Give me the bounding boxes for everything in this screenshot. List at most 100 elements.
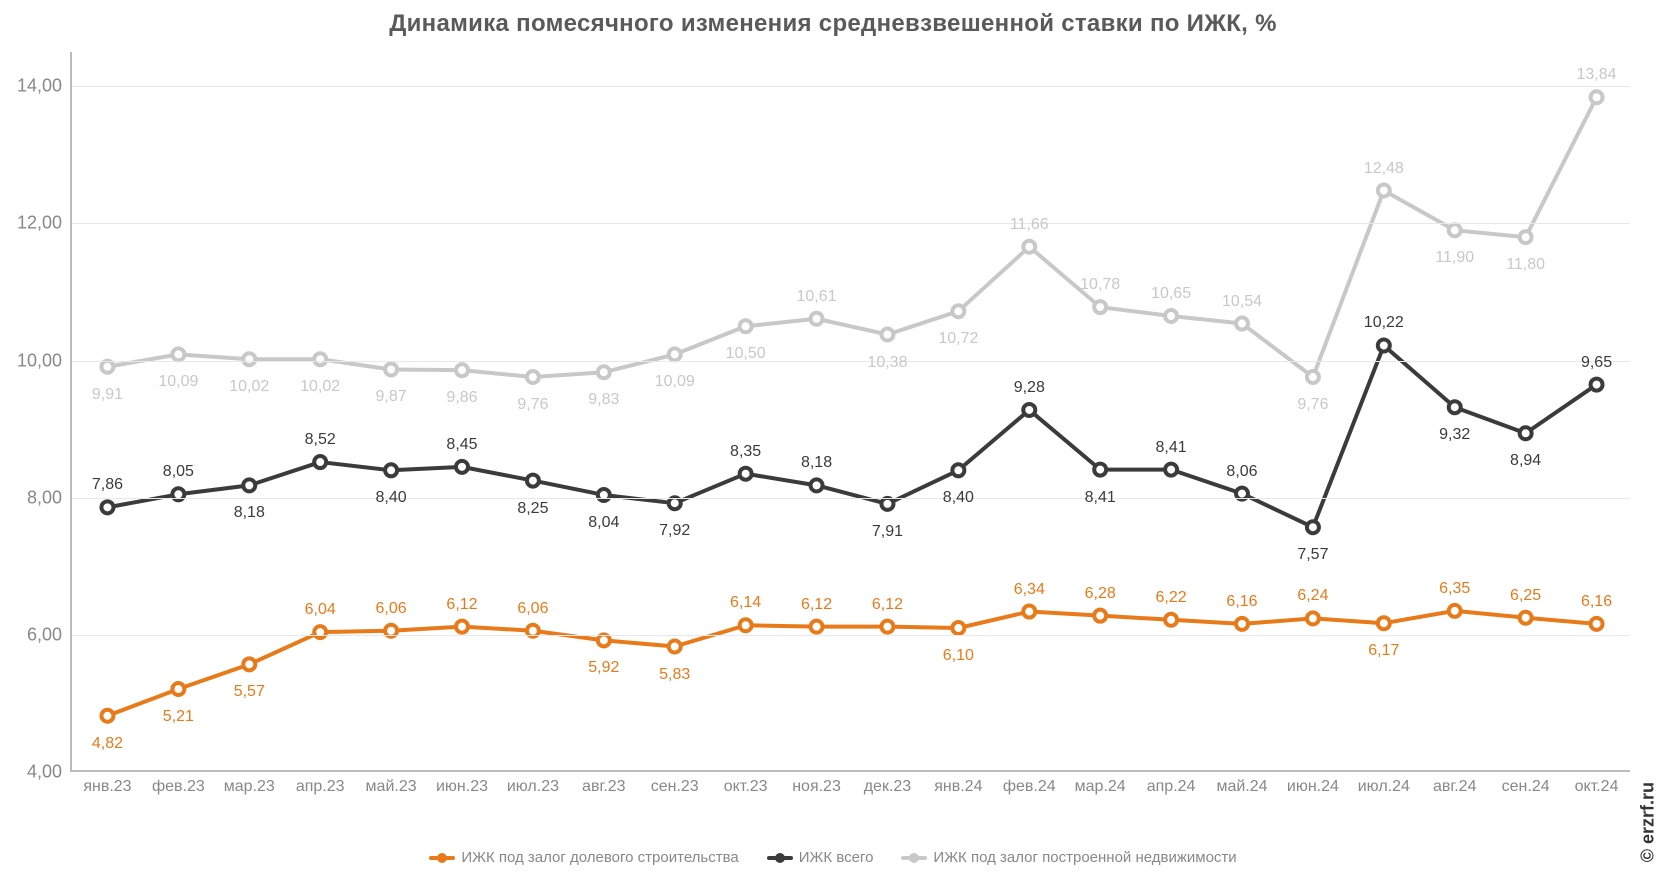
x-tick-label: фев.24: [1003, 778, 1056, 796]
x-tick-label: авг.24: [1433, 778, 1477, 796]
marker: [243, 658, 255, 670]
data-label: 7,91: [872, 523, 903, 541]
marker: [456, 621, 468, 633]
marker: [1307, 612, 1319, 624]
x-tick-label: июн.23: [436, 778, 488, 796]
data-label: 9,83: [588, 391, 619, 409]
marker: [1378, 339, 1390, 351]
data-label: 8,41: [1156, 439, 1187, 457]
marker: [172, 348, 184, 360]
marker: [740, 320, 752, 332]
gridline: [72, 635, 1630, 636]
legend-item: ИЖК под залог построенной недвижимости: [901, 849, 1236, 866]
marker: [669, 641, 681, 653]
legend-swatch: [767, 856, 793, 860]
marker: [314, 626, 326, 638]
marker: [243, 479, 255, 491]
marker: [1165, 614, 1177, 626]
marker: [1236, 318, 1248, 330]
x-tick-label: фев.23: [152, 778, 205, 796]
marker: [952, 464, 964, 476]
data-label: 9,76: [1297, 396, 1328, 414]
x-tick-label: авг.23: [582, 778, 626, 796]
marker: [1378, 617, 1390, 629]
watermark: © erzrf.ru: [1637, 782, 1658, 862]
marker: [101, 710, 113, 722]
marker: [1449, 605, 1461, 617]
data-label: 9,87: [376, 388, 407, 406]
data-label: 8,06: [1226, 463, 1257, 481]
data-label: 8,04: [588, 514, 619, 532]
data-label: 6,14: [730, 594, 761, 612]
legend-item: ИЖК всего: [767, 849, 874, 866]
marker: [385, 464, 397, 476]
data-label: 8,18: [234, 504, 265, 522]
marker: [598, 634, 610, 646]
marker: [527, 475, 539, 487]
gridline: [72, 86, 1630, 87]
chart-container: Динамика помесячного изменения средневзв…: [0, 0, 1666, 872]
x-tick-label: май.23: [366, 778, 417, 796]
marker: [1520, 612, 1532, 624]
y-tick-label: 12,00: [17, 213, 62, 234]
marker: [1591, 91, 1603, 103]
marker: [952, 622, 964, 634]
x-tick-label: окт.24: [1575, 778, 1619, 796]
data-label: 8,94: [1510, 452, 1541, 470]
data-label: 8,45: [446, 436, 477, 454]
x-tick-label: янв.24: [934, 778, 982, 796]
legend: ИЖК под залог долевого строительства ИЖК …: [0, 847, 1666, 867]
x-tick-label: июл.24: [1358, 778, 1410, 796]
marker: [1591, 618, 1603, 630]
data-label: 8,25: [517, 500, 548, 518]
legend-label: ИЖК под залог построенной недвижимости: [933, 849, 1236, 866]
marker: [740, 619, 752, 631]
gridline: [72, 223, 1630, 224]
legend-swatch: [429, 856, 455, 860]
marker: [952, 305, 964, 317]
data-label: 6,12: [446, 596, 477, 614]
data-label: 6,22: [1156, 589, 1187, 607]
marker: [1449, 224, 1461, 236]
data-label: 6,10: [943, 647, 974, 665]
data-label: 10,72: [938, 330, 978, 348]
y-tick-label: 8,00: [27, 487, 62, 508]
data-label: 6,12: [872, 596, 903, 614]
data-label: 5,83: [659, 666, 690, 684]
marker: [669, 497, 681, 509]
marker: [314, 456, 326, 468]
data-label: 8,35: [730, 443, 761, 461]
data-label: 10,09: [158, 373, 198, 391]
marker: [1520, 427, 1532, 439]
data-label: 6,16: [1581, 593, 1612, 611]
marker: [101, 501, 113, 513]
marker: [1378, 185, 1390, 197]
marker: [456, 461, 468, 473]
data-label: 8,05: [163, 463, 194, 481]
x-tick-label: июл.23: [507, 778, 559, 796]
marker: [811, 479, 823, 491]
data-label: 6,06: [376, 600, 407, 618]
x-tick-label: янв.23: [83, 778, 131, 796]
marker: [881, 329, 893, 341]
data-label: 6,12: [801, 596, 832, 614]
data-label: 6,06: [517, 600, 548, 618]
marker: [1094, 464, 1106, 476]
data-label: 13,84: [1577, 66, 1617, 84]
x-tick-label: апр.24: [1147, 778, 1196, 796]
y-tick-label: 4,00: [27, 762, 62, 783]
data-label: 6,34: [1014, 581, 1045, 599]
x-tick-label: июн.24: [1287, 778, 1339, 796]
x-tick-label: мар.23: [224, 778, 275, 796]
legend-label: ИЖК под залог долевого строительства: [461, 849, 738, 866]
gridline: [72, 361, 1630, 362]
data-label: 10,02: [229, 378, 269, 396]
y-tick-label: 10,00: [17, 350, 62, 371]
data-label: 7,86: [92, 476, 123, 494]
data-label: 9,32: [1439, 426, 1470, 444]
x-tick-label: окт.23: [724, 778, 768, 796]
series-line-s3: [107, 97, 1596, 377]
x-tick-label: май.24: [1216, 778, 1267, 796]
data-label: 10,50: [726, 345, 766, 363]
marker: [527, 371, 539, 383]
